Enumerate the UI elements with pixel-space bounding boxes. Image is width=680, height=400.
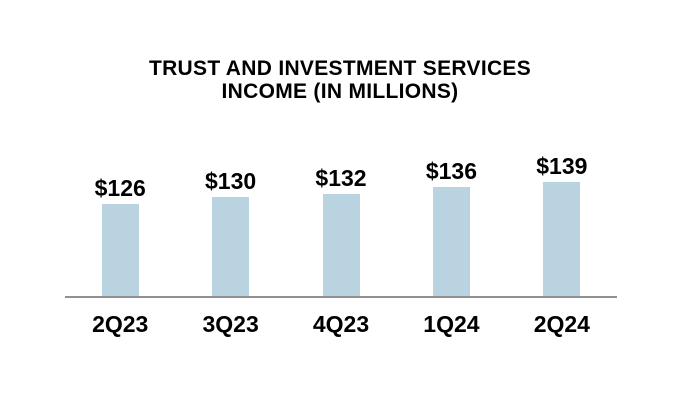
bar-slot: $132: [286, 165, 396, 296]
bar-slot: $130: [175, 168, 285, 296]
bar-value-label: $130: [205, 168, 257, 194]
bar: [432, 187, 470, 296]
bar-slot: $126: [65, 175, 175, 296]
bar-value-label: $136: [425, 158, 477, 184]
bar-slot: $136: [396, 158, 506, 296]
bars-row: $126 $130 $132 $136 $139: [65, 0, 617, 296]
bar: [322, 194, 360, 296]
bar-value-label: $139: [536, 153, 588, 179]
bar: [101, 204, 139, 296]
chart-title: TRUST AND INVESTMENT SERVICES INCOME (IN…: [0, 57, 680, 103]
x-axis-tick-label: 2Q24: [533, 311, 590, 337]
x-axis-tick-label: 2Q23: [92, 311, 149, 337]
bar-value-label: $132: [315, 165, 367, 191]
x-axis-tick-label: 4Q23: [312, 311, 370, 337]
bar: [212, 197, 250, 296]
bar-value-label: $126: [94, 175, 146, 201]
bar: [543, 182, 581, 296]
x-axis-line: [65, 296, 617, 298]
bar-slot: $139: [507, 153, 617, 296]
chart-title-line1: TRUST AND INVESTMENT SERVICES: [148, 57, 532, 80]
chart-title-line2: INCOME (IN MILLIONS): [221, 80, 459, 103]
x-axis-tick-label: 1Q24: [423, 311, 480, 337]
x-axis-labels: 2Q23 3Q23 4Q23 1Q24 2Q24: [65, 310, 617, 338]
x-axis-tick-label: 3Q23: [202, 311, 259, 337]
